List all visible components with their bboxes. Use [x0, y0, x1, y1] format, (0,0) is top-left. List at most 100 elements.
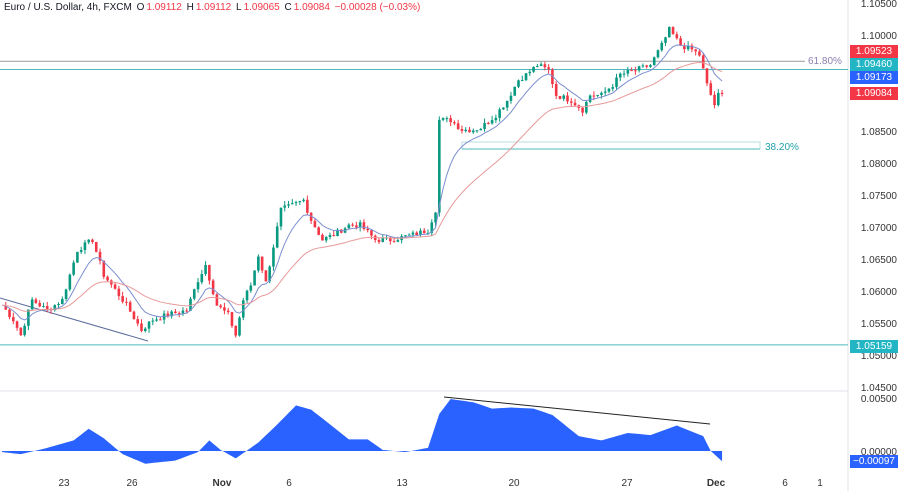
candle-body [181, 310, 185, 314]
candle [287, 200, 290, 209]
candle [76, 251, 79, 263]
candle [358, 219, 362, 232]
time-tick-label: 1 [817, 478, 823, 489]
candle-body [392, 241, 396, 243]
price-tick-label: 1.10500 [861, 0, 898, 10]
candle-body [223, 307, 226, 311]
candle [577, 104, 581, 111]
candle-body [558, 95, 562, 99]
candle [351, 222, 354, 227]
candle-body [8, 309, 11, 318]
candle [434, 212, 437, 227]
candle [8, 307, 11, 320]
candle-body [649, 65, 652, 67]
candle-body [34, 299, 38, 304]
candle-body [539, 64, 543, 67]
candle [634, 66, 637, 75]
candle-body [705, 68, 709, 84]
candle [377, 238, 381, 245]
time-tick-label: 6 [782, 478, 788, 489]
candle-body [603, 91, 607, 93]
candle [121, 291, 124, 304]
candle [528, 69, 532, 76]
candle [38, 300, 41, 308]
time-tick-label: Dec [707, 478, 726, 489]
candle-body [64, 289, 68, 299]
candle [566, 92, 569, 105]
candle [347, 223, 351, 229]
candle-body [106, 276, 109, 281]
candle-body [445, 118, 449, 120]
candle [241, 297, 245, 321]
candle [253, 270, 256, 286]
candle-body [208, 265, 211, 281]
candle [381, 234, 385, 243]
candle-body [600, 92, 603, 95]
candle [524, 73, 528, 82]
candle-body [72, 262, 75, 275]
candle [456, 119, 460, 130]
candle-body [94, 241, 98, 252]
price-badge: 1.09523 [850, 45, 898, 58]
candle-body [634, 70, 637, 72]
candle [422, 228, 426, 234]
candle-body [121, 296, 124, 302]
candle [42, 302, 45, 308]
candle-body [554, 84, 558, 96]
candle-body [483, 122, 486, 129]
candle-body [475, 130, 479, 132]
candle [249, 282, 253, 293]
candle-body [434, 212, 437, 223]
candle-body [683, 45, 686, 50]
candle-body [241, 300, 245, 318]
candle [155, 316, 158, 322]
candle-body [298, 201, 302, 203]
candle [652, 56, 656, 66]
candle [113, 282, 117, 290]
candle [562, 94, 566, 102]
candle-body [464, 129, 468, 131]
candle [539, 62, 543, 67]
candle-body [441, 118, 445, 120]
candle [471, 128, 475, 134]
candle [441, 117, 445, 122]
candle-body [102, 260, 106, 277]
candle [453, 120, 456, 126]
candle [607, 87, 611, 94]
candle-body [520, 80, 524, 82]
osc-tick-label: 0.00000 [861, 447, 898, 458]
candle-body [204, 265, 207, 275]
candle-body [641, 65, 645, 67]
candle-body [422, 230, 426, 234]
candle-body [664, 37, 667, 43]
candle-body [19, 327, 23, 336]
candle-body [630, 70, 633, 72]
candle [701, 53, 705, 69]
candle-body [637, 66, 641, 71]
candle [170, 310, 173, 319]
candle [400, 234, 403, 244]
candle [690, 43, 694, 53]
candle [230, 311, 234, 329]
candle-body [83, 242, 87, 251]
candle-body [140, 323, 143, 332]
candle-body [98, 251, 102, 261]
price-badge: 1.09084 [850, 87, 898, 100]
candle-body [294, 202, 298, 204]
candle-body [136, 319, 140, 324]
candle [106, 275, 109, 282]
candle-body [656, 50, 660, 58]
candle [630, 67, 633, 72]
candle [513, 86, 517, 96]
candle [479, 127, 483, 131]
candle [72, 260, 75, 277]
candle-body [381, 238, 385, 242]
candle-body [430, 222, 434, 233]
candle-body [622, 73, 626, 75]
candle [110, 279, 113, 288]
candle-body [607, 88, 611, 92]
price-tick-label: 1.05000 [861, 351, 898, 362]
candle [475, 129, 479, 133]
